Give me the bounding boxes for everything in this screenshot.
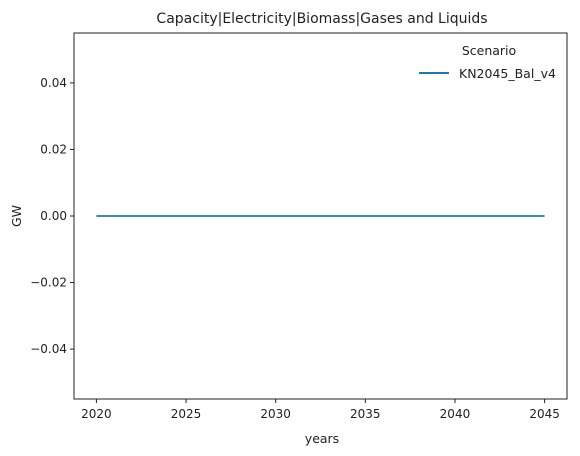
x-tick-label: 2035	[350, 407, 381, 421]
x-tick-label: 2025	[171, 407, 202, 421]
y-tick-label: 0.00	[40, 209, 67, 223]
chart-title: Capacity|Electricity|Biomass|Gases and L…	[156, 11, 487, 27]
y-axis: −0.04 −0.02 0.00 0.02 0.04	[30, 76, 74, 356]
legend: Scenario KN2045_Bal_v4	[419, 43, 556, 81]
x-tick-label: 2020	[81, 407, 112, 421]
legend-title: Scenario	[462, 43, 516, 58]
y-tick-label: 0.02	[40, 142, 67, 156]
x-tick-label: 2040	[440, 407, 471, 421]
x-axis-label: years	[305, 431, 339, 446]
x-axis: 2020 2025 2030 2035 2040 2045	[81, 399, 560, 421]
x-tick-label: 2045	[529, 407, 560, 421]
y-tick-label: −0.04	[30, 342, 67, 356]
y-axis-label: GW	[9, 205, 24, 227]
legend-label-kn2045-bal-v4: KN2045_Bal_v4	[459, 66, 556, 81]
y-tick-label: −0.02	[30, 276, 67, 290]
y-tick-label: 0.04	[40, 76, 67, 90]
x-tick-label: 2030	[260, 407, 291, 421]
